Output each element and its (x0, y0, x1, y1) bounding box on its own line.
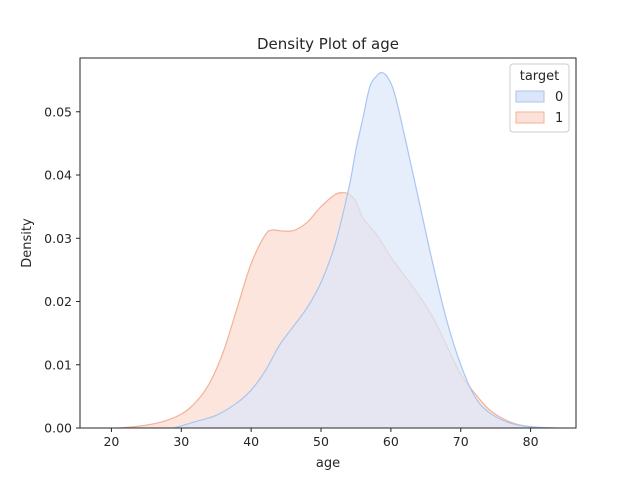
x-tick-label: 40 (243, 434, 259, 449)
y-tick-label: 0.01 (44, 357, 72, 372)
x-tick-label: 30 (173, 434, 189, 449)
legend: target 0 1 (509, 63, 570, 133)
plot-areas (118, 71, 559, 429)
y-tick-label: 0.00 (44, 421, 72, 436)
legend-swatch-1 (515, 111, 545, 124)
x-tick-label: 60 (383, 434, 399, 449)
density-line-0 (174, 71, 559, 429)
y-tick-label: 0.05 (44, 104, 72, 119)
y-axis-label: Density (20, 218, 35, 268)
chart-title: Density Plot of age (257, 35, 399, 53)
x-tick-label: 50 (313, 434, 329, 449)
x-axis: 20 30 40 50 60 70 80 (103, 428, 539, 449)
legend-label-0: 0 (555, 90, 563, 105)
density-area-0 (174, 72, 559, 429)
x-axis-label: age (316, 456, 340, 471)
x-tick-label: 20 (103, 434, 119, 449)
legend-title: target (520, 69, 560, 84)
x-tick-label: 70 (453, 434, 469, 449)
legend-label-1: 1 (555, 111, 563, 126)
plot-frame (79, 57, 577, 429)
y-axis: 0.00 0.01 0.02 0.03 0.04 0.05 (44, 104, 80, 436)
legend-swatch-0 (515, 90, 545, 103)
x-tick-label: 80 (523, 434, 539, 449)
y-tick-label: 0.03 (44, 231, 72, 246)
y-tick-label: 0.04 (44, 168, 72, 183)
y-tick-label: 0.02 (44, 294, 72, 309)
